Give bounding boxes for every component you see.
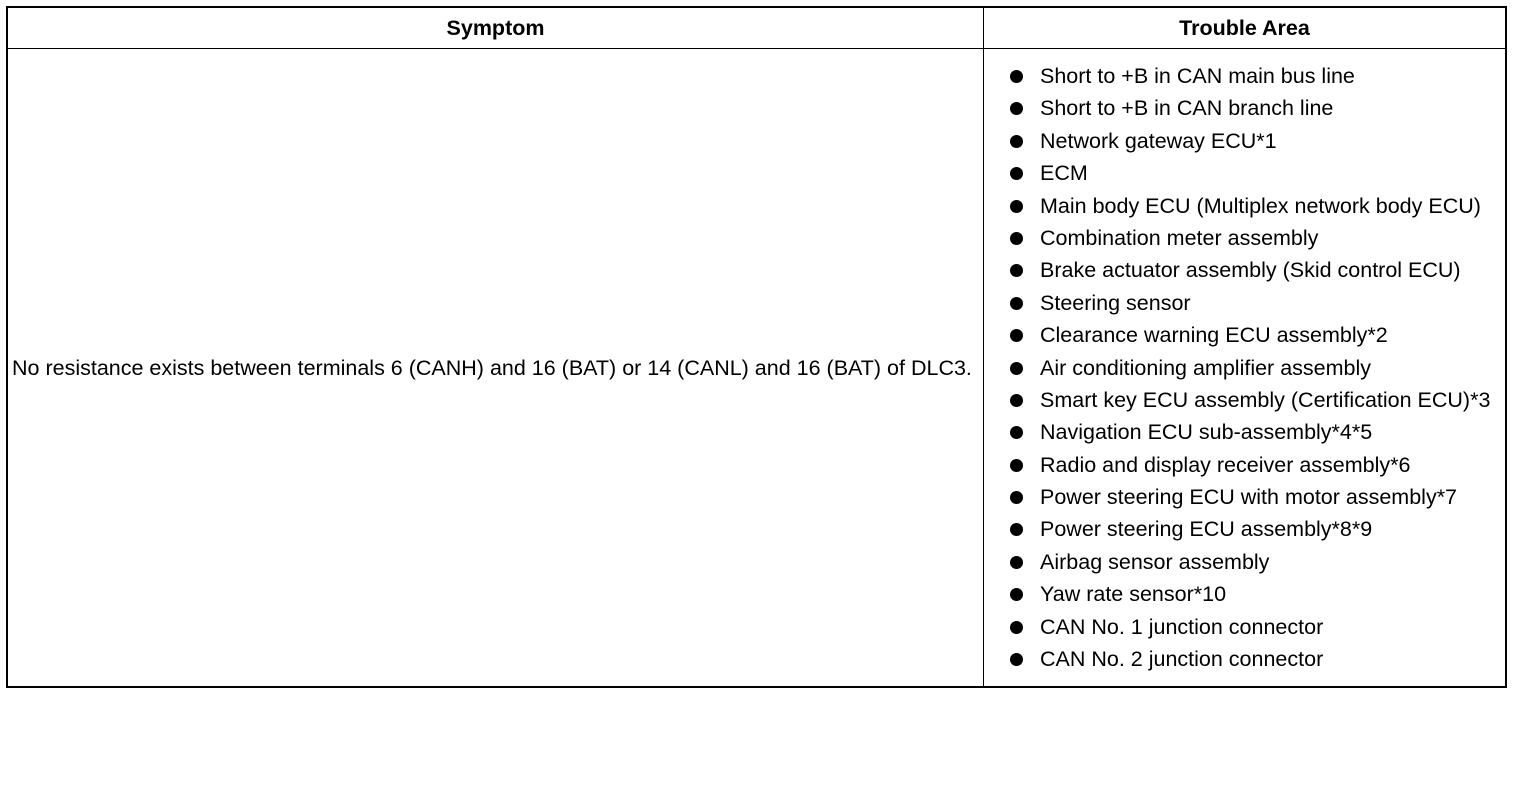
bullet [1010,70,1023,83]
item-text: Smart key ECU assembly (Certification EC… [1040,387,1491,412]
bullet [1010,426,1023,440]
trouble-area-item: Brake actuator assembly (Skid control EC… [1006,255,1499,285]
bullet [1010,523,1023,537]
bullet [1010,199,1023,213]
trouble-area-item: Steering sensor [1006,288,1499,318]
bullet [1010,491,1023,505]
item-text: Steering sensor [1040,290,1191,315]
table-row: No resistance exists between terminals 6… [6,48,1507,688]
trouble-area-item: Short to +B in CAN branch line [1006,93,1499,123]
bullet [1010,329,1023,343]
trouble-area-item: Power steering ECU assembly*8*9 [1006,514,1499,544]
item-text: Short to +B in CAN branch line [1040,96,1334,121]
bullet [1010,458,1023,472]
bullet [1010,361,1023,375]
item-text: ECM [1040,161,1088,186]
bullet [1010,264,1023,278]
item-text: Brake actuator assembly (Skid control EC… [1040,258,1461,283]
item-text: CAN No. 1 junction connector [1040,614,1324,639]
item-text: Yaw rate sensor*10 [1040,582,1227,607]
bullet [1010,620,1023,634]
header-cell: Symptom [6,6,984,49]
trouble-area-item: CAN No. 2 junction connector [1006,644,1499,674]
trouble-area-item: Network gateway ECU*1 [1006,126,1499,156]
item-text: Combination meter assembly [1040,225,1319,250]
item-text: Power steering ECU with motor assembly*7 [1040,485,1458,510]
trouble-area-item: Main body ECU (Multiplex network body EC… [1006,191,1499,221]
bullet [1010,296,1023,310]
item-text: Air conditioning amplifier assembly [1040,355,1372,380]
trouble-area-item: ECM [1006,158,1499,188]
trouble-area-item: CAN No. 1 junction connector [1006,612,1499,642]
trouble-area-item: Navigation ECU sub-assembly*4*5 [1006,417,1499,447]
bullet [1010,588,1023,602]
trouble-area-list: Short to +B in CAN main bus line Short to… [1006,61,1499,674]
bullet [1010,102,1023,116]
table: Symptom Trouble Area No resistance exist… [6,6,1507,689]
trouble-area-item: Power steering ECU with motor assembly*7 [1006,482,1499,512]
trouble-area-item: Clearance warning ECU assembly*2 [1006,320,1499,350]
item-text: Airbag sensor assembly [1040,549,1270,574]
bullet [1010,393,1023,407]
bullet [1010,653,1023,667]
trouble-area-item: Airbag sensor assembly [1006,547,1499,577]
bullet [1010,167,1023,181]
item-text: Main body ECU (Multiplex network body EC… [1040,193,1481,218]
item-text: Short to +B in CAN main bus line [1040,64,1355,88]
trouble-area-item: Smart key ECU assembly (Certification EC… [1006,385,1499,415]
item-text: Power steering ECU assembly*8*9 [1040,517,1373,542]
item-text: Clearance warning ECU assembly*2 [1040,323,1388,348]
item-text: CAN No. 2 junction connector [1040,647,1324,672]
bullet [1010,134,1023,148]
trouble-area-item: Radio and display receiver assembly*6 [1006,450,1499,480]
trouble-area-item: Air conditioning amplifier assembly [1006,353,1499,383]
header-row: Symptom Trouble Area [6,6,1507,49]
table-body: No resistance exists between terminals 6… [6,48,1507,688]
item-text: Navigation ECU sub-assembly*4*5 [1040,420,1373,445]
trouble-area-cell: Short to +B in CAN main bus line Short to… [983,48,1507,688]
trouble-area-item: Combination meter assembly [1006,223,1499,253]
item-text: Radio and display receiver assembly*6 [1040,452,1411,477]
header-cell: Trouble Area [983,6,1507,49]
bullet [1010,555,1023,569]
trouble-area-item: Yaw rate sensor*10 [1006,579,1499,609]
item-text: Network gateway ECU*1 [1040,128,1277,153]
symptom-cell: No resistance exists between terminals 6… [6,48,984,688]
trouble-area-item: Short to +B in CAN main bus line [1006,61,1499,91]
bullet [1010,231,1023,245]
